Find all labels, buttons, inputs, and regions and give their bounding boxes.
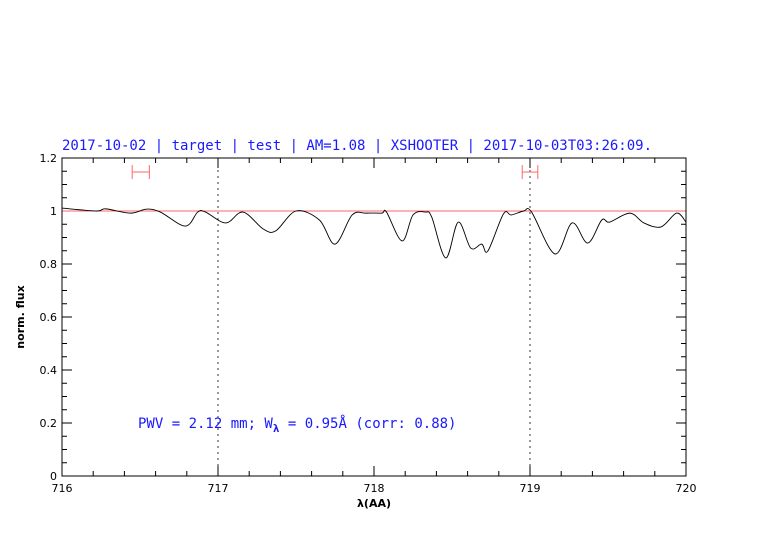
chart-title: 2017-10-02 | target | test | AM=1.08 | X… xyxy=(62,138,652,154)
y-tick-label: 1.2 xyxy=(40,152,58,165)
y-tick-label: 0.6 xyxy=(40,311,58,324)
y-tick-label: 0.8 xyxy=(40,258,58,271)
annotation-suffix: = 0.95Å (corr: 0.88) xyxy=(279,415,456,432)
flux-spectrum-line xyxy=(61,207,687,259)
annotation-subscript: λ xyxy=(273,422,280,435)
plot-frame xyxy=(61,157,687,477)
pwv-annotation: PWV = 2.12 mm; Wλ = 0.95Å (corr: 0.88) xyxy=(138,415,457,435)
x-tick-label: 717 xyxy=(208,482,229,495)
y-tick-label: 0.2 xyxy=(40,417,58,430)
y-tick-label: 0 xyxy=(50,470,57,483)
x-axis-label: λ(AA) xyxy=(357,497,391,510)
y-tick-label: 1 xyxy=(50,205,57,218)
x-tick-label: 718 xyxy=(364,482,385,495)
x-tick-label: 716 xyxy=(52,482,73,495)
y-axis-label: norm. flux xyxy=(14,285,27,348)
x-tick-label: 719 xyxy=(520,482,541,495)
annotation-prefix: PWV = 2.12 mm; W xyxy=(138,416,273,432)
y-tick-label: 0.4 xyxy=(40,364,58,377)
x-tick-label: 720 xyxy=(676,482,697,495)
